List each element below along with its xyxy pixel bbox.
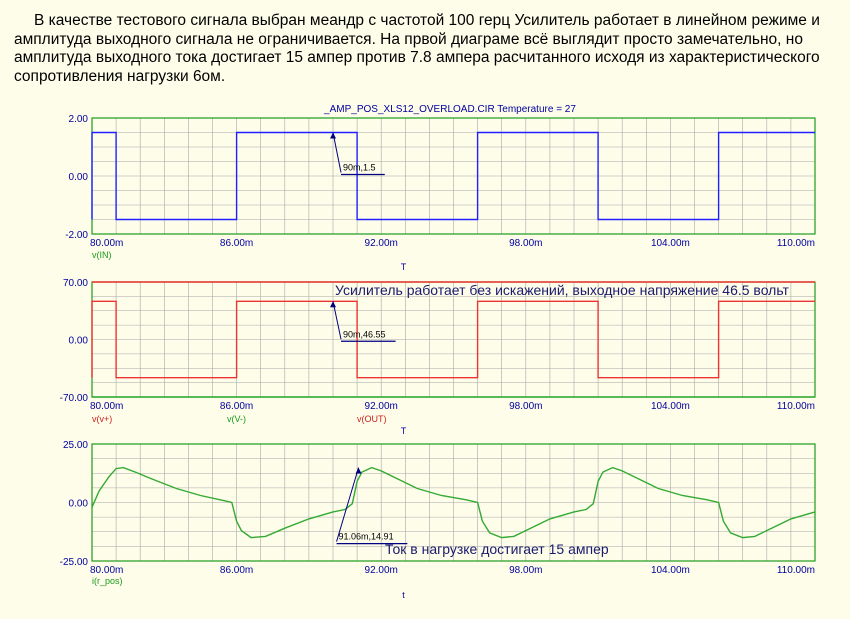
x-axis-label: T	[401, 262, 407, 272]
x-tick-label: 104.00m	[651, 238, 690, 249]
y-tick-label: -2.00	[65, 230, 88, 241]
annotation-leader	[332, 132, 342, 173]
x-tick-label: 80.00m	[90, 238, 123, 249]
x-tick-label: 92.00m	[365, 565, 398, 576]
panel-note: Усилитель работает без искажений, выходн…	[335, 282, 790, 298]
y-tick-label: 2.00	[69, 114, 89, 125]
annotation-label: 90m,46.55	[343, 329, 386, 339]
panel-note: Ток в нагрузке достигает 15 ампер	[385, 541, 609, 557]
y-tick-label: 0.00	[69, 172, 89, 183]
plot-title: _AMP_POS_XLS12_OVERLOAD.CIR Temperature …	[323, 104, 576, 115]
legend-entry: v(v+)	[92, 414, 112, 424]
legend-entry: i(r_pos)	[92, 576, 123, 586]
annotation-arrow	[330, 132, 336, 139]
x-tick-label: 86.00m	[220, 238, 253, 249]
x-tick-label: 92.00m	[365, 238, 398, 249]
series-line	[91, 466, 816, 539]
legend-entry: v(V-)	[227, 414, 246, 424]
x-tick-label: 98.00m	[509, 401, 542, 412]
x-tick-label: 86.00m	[220, 565, 253, 576]
annotation-leader	[336, 467, 360, 542]
x-tick-label: 110.00m	[777, 401, 815, 412]
x-tick-label: 110.00m	[777, 238, 815, 249]
y-tick-label: 0.00	[69, 499, 89, 510]
annotation-arrow	[330, 301, 336, 308]
x-tick-label: 92.00m	[365, 401, 398, 412]
y-tick-label: 25.00	[63, 440, 88, 451]
series-line	[91, 131, 815, 221]
y-tick-label: 70.00	[63, 278, 88, 289]
x-tick-label: 104.00m	[651, 401, 690, 412]
grid	[91, 117, 816, 235]
legend-entry: v(OUT)	[357, 414, 387, 424]
grid	[91, 281, 816, 398]
x-tick-label: 110.00m	[777, 565, 815, 576]
x-axis-label: t	[402, 590, 405, 600]
legend-entry: v(IN)	[92, 250, 112, 260]
x-tick-label: 104.00m	[651, 565, 690, 576]
intro-paragraph: В качестве тестового сигнала выбран меан…	[14, 12, 820, 85]
x-tick-label: 80.00m	[90, 401, 123, 412]
x-tick-label: 80.00m	[90, 565, 123, 576]
annotation-leader	[332, 301, 342, 340]
annotation-label: 91.06m,14.91	[339, 532, 394, 542]
plot-frame	[91, 443, 816, 562]
x-tick-label: 98.00m	[509, 238, 542, 249]
series-line	[91, 300, 815, 379]
x-tick-label: 86.00m	[220, 401, 253, 412]
y-tick-label: 0.00	[69, 336, 89, 347]
y-tick-label: -70.00	[60, 393, 89, 404]
annotation-arrow	[355, 467, 362, 474]
y-tick-label: -25.00	[60, 557, 89, 568]
x-axis-label: T	[401, 426, 407, 436]
x-tick-label: 98.00m	[509, 565, 542, 576]
annotation-label: 90m,1.5	[343, 163, 376, 173]
